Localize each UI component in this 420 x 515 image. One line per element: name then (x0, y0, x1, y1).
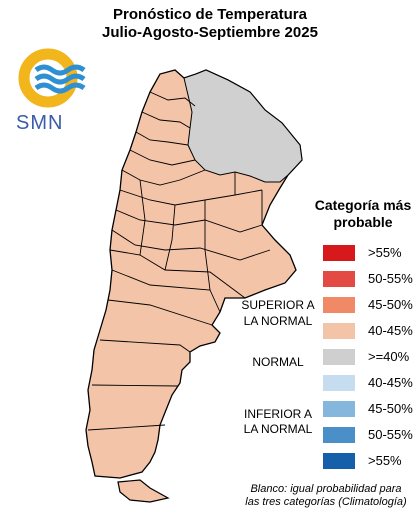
legend-swatch (323, 297, 355, 313)
province-boundaries (87, 91, 271, 431)
legend-label: >55% (368, 453, 402, 468)
category-normal: NORMAL (252, 355, 304, 369)
legend-label: 40-45% (368, 375, 413, 390)
map-title: Pronóstico de Temperatura (113, 6, 307, 23)
smn-logo-icon (18, 48, 86, 108)
legend-label: 40-45% (368, 323, 413, 338)
legend-label: 50-55% (368, 271, 413, 286)
legend-swatch (323, 427, 355, 443)
map-subtitle: Julio-Agosto-Septiembre 2025 (102, 24, 318, 41)
legend-note: Blanco: igual probabilidad para las tres… (232, 483, 420, 509)
category-superior-line2: LA NORMAL (243, 314, 313, 328)
smn-logo-text: SMN (16, 112, 64, 134)
legend-swatch (323, 401, 355, 417)
category-inferior-line2: LA NORMAL (243, 422, 313, 436)
category-superior-line1: SUPERIOR A (241, 298, 315, 312)
normal-region (183, 69, 303, 183)
note-line1: Blanco: igual probabilidad para (250, 483, 402, 495)
legend-label: 50-55% (368, 427, 413, 442)
note-line2: las tres categorías (Climatología) (245, 496, 407, 508)
legend-label: >55% (368, 245, 402, 260)
legend-label: >=40% (368, 349, 410, 364)
legend-title-line2: probable (333, 214, 393, 230)
legend-swatch (323, 349, 355, 365)
legend-swatch (323, 453, 355, 469)
legend-label: 45-50% (368, 401, 413, 416)
legend-swatch (323, 323, 355, 339)
legend-swatch (323, 375, 355, 391)
legend-swatch (323, 271, 355, 287)
legend-title-line1: Categoría más (314, 197, 412, 213)
legend-label: 45-50% (368, 297, 413, 312)
legend-swatch (323, 245, 355, 261)
tierra-del-fuego (117, 479, 170, 503)
category-inferior-line1: INFERIOR A (243, 407, 312, 421)
